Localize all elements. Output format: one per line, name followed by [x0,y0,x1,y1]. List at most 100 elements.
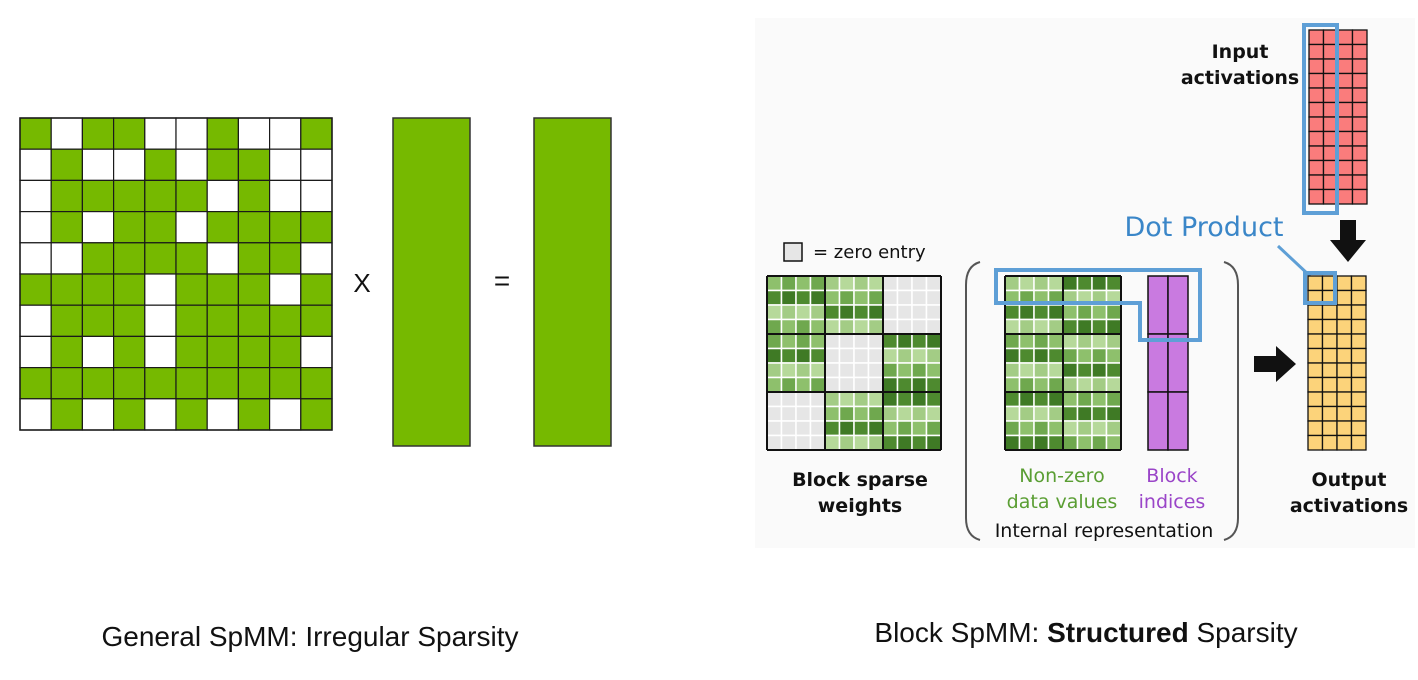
weight-cell [780,362,797,379]
output-cell [1336,304,1353,321]
input-cell [1308,43,1325,60]
weight-cell [766,289,783,306]
block-spmm-panel: = zero entry Block sparse weights Non-ze… [755,18,1415,648]
output-cell [1350,420,1367,437]
weight-cell [1105,362,1122,379]
weight-cell [925,347,942,364]
weight-cell [1033,420,1050,437]
input-cell [1351,130,1368,147]
nonzero-cell [81,304,115,338]
weight-cell [882,420,899,437]
weight-cell [911,362,928,379]
weight-cell [1004,376,1021,393]
nonzero-cell [19,117,52,150]
zero-cell [50,242,84,275]
zero-cell [766,405,783,422]
nonzero-cell [50,367,84,400]
index-cell [1147,391,1169,451]
output-cell [1307,362,1324,379]
weight-cell [780,347,797,364]
input-cell [1308,159,1325,176]
nonzero-cell [19,367,52,400]
left-paren [965,261,981,541]
weight-cell [1076,318,1093,335]
weight-cell [766,347,783,364]
zero-cell [112,148,146,181]
zero-cell [824,347,841,364]
weight-cell [795,333,812,350]
weight-cell [1033,391,1050,408]
weight-cell [911,391,928,408]
zero-cell [175,148,208,181]
weight-cell [853,405,870,422]
output-cell [1307,434,1324,451]
weight-cell [780,376,797,393]
nonzero-cell [206,117,239,150]
input-cell [1308,116,1325,133]
nonzero-cell [300,117,333,150]
internal-representation-label: Internal representation [995,520,1214,542]
zero-cell [925,318,942,335]
zero-cell [809,420,826,437]
dense-output-vector [533,117,612,447]
right-arrow-icon [1254,346,1296,382]
weight-cell [1105,391,1122,408]
weight-cell [853,318,870,335]
weight-cell [838,289,855,306]
nonzero-cell [112,179,146,213]
input-cell [1337,116,1354,133]
zero-cell [824,376,841,393]
input-cell [1351,174,1368,191]
matrix-border [19,117,333,431]
zero-cell [911,289,928,306]
nonzero-cell [300,273,333,306]
output-cell [1336,420,1353,437]
output-cell [1307,318,1324,335]
input-column-highlight [1302,23,1339,215]
zero-cell [824,333,841,350]
weight-cell [882,376,899,393]
output-cell [1350,362,1367,379]
weight-cell [1004,304,1021,321]
nonzero-cell [144,179,177,213]
zero-cell [300,335,333,369]
weight-cell [766,376,783,393]
zero-cell [269,273,302,306]
output-cell [1321,347,1338,364]
weight-cell [1062,318,1079,335]
zero-cell [809,391,826,408]
zero-cell [911,275,928,292]
block-indices-column [1147,275,1189,451]
weight-cell [809,347,826,364]
weight-cell [1004,347,1021,364]
weight-cell [766,362,783,379]
zero-cell [206,242,239,275]
zero-cell [896,318,913,335]
weight-cell [882,347,899,364]
weight-cell [1004,405,1021,422]
nonzero-cell [175,367,208,400]
nonzero-cell [144,211,177,244]
input-cell [1337,174,1354,191]
nonzero-cell [144,367,177,400]
zero-cell [81,398,115,431]
block-sparse-label-1: Block sparse [792,469,928,491]
output-cell [1336,405,1353,422]
output-cell [1321,333,1338,350]
weight-cell [882,333,899,350]
nonzero-cell [206,211,239,244]
output-label-2: activations [1290,495,1408,517]
input-cell [1337,58,1354,75]
weight-cell [1004,362,1021,379]
weight-cell [780,304,797,321]
weight-cell [925,391,942,408]
index-cell [1147,275,1169,335]
weight-cell [867,391,884,408]
output-cell [1350,304,1367,321]
weight-cell [853,420,870,437]
zero-cell [867,347,884,364]
zero-cell [925,275,942,292]
output-cell [1321,376,1338,393]
weight-cell [1062,405,1079,422]
nonzero-cell [112,273,146,306]
